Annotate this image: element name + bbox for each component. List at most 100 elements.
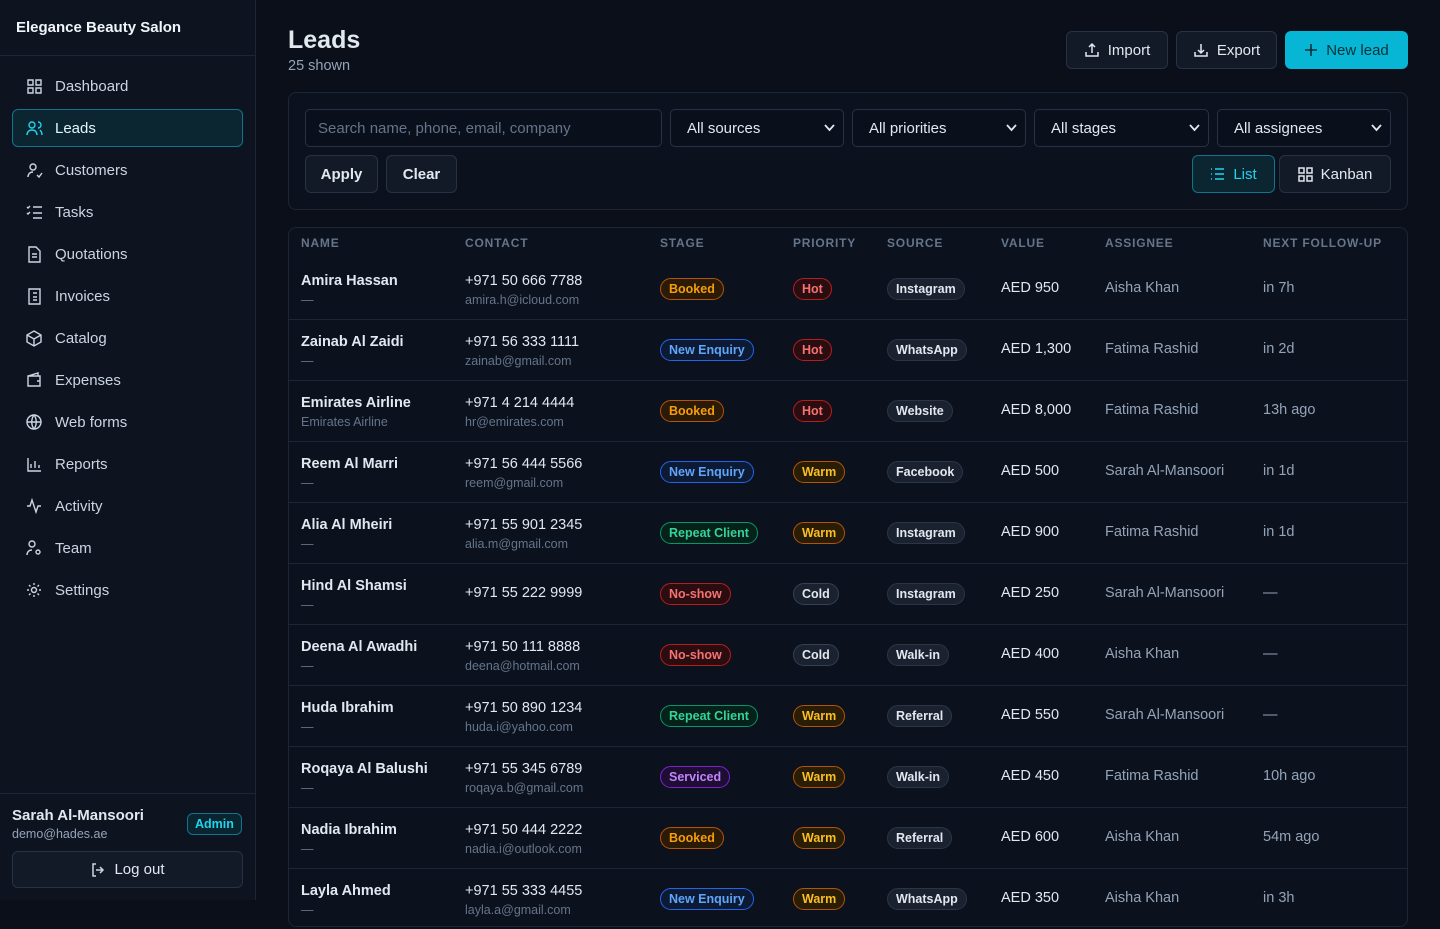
lead-name: Reem Al Marri: [301, 456, 398, 472]
nav-item[interactable]: Invoices: [12, 277, 243, 315]
table-row[interactable]: Deena Al Awadhi — +971 50 111 8888 deena@ho…: [289, 624, 1407, 685]
user-email: demo@hades.ae: [12, 827, 108, 841]
nav-item[interactable]: Activity: [12, 487, 243, 525]
table-row[interactable]: Layla Ahmed — +971 55 333 4455 layla.a@gmai…: [289, 868, 1407, 929]
stage-badge: No-show: [660, 644, 731, 666]
lead-value: AED 600: [1001, 829, 1060, 845]
user-name: Sarah Al-Mansoori: [12, 807, 144, 824]
chevron-path: [1189, 124, 1200, 132]
kanban-view-label: Kanban: [1320, 165, 1373, 183]
table-row[interactable]: Reem Al Marri — +971 56 444 5566 reem@gmail…: [289, 441, 1407, 502]
nav-item[interactable]: Dashboard: [12, 67, 243, 105]
table-row[interactable]: Alia Al Mheiri — +971 55 901 2345 alia.m@gm…: [289, 502, 1407, 563]
lead-follow-up: —: [1263, 585, 1278, 601]
lead-assignee: Fatima Rashid: [1105, 768, 1199, 784]
nav-item[interactable]: Settings: [12, 571, 243, 609]
nav-item[interactable]: Expenses: [12, 361, 243, 399]
nav-item[interactable]: Web forms: [12, 403, 243, 441]
apply-button[interactable]: Apply: [305, 155, 378, 193]
divider: [0, 55, 255, 56]
lead-company: —: [301, 354, 314, 368]
kanban-icon: [1297, 166, 1313, 182]
chevron: [1006, 124, 1017, 132]
table-row[interactable]: Hind Al Shamsi — +971 55 222 9999 No-show Co…: [289, 563, 1407, 624]
stage-badge: Repeat Client: [660, 705, 758, 727]
table-row[interactable]: Emirates Airline Emirates Airline +971 4 2…: [289, 380, 1407, 441]
lead-assignee: Sarah Al-Mansoori: [1105, 707, 1225, 723]
icon-path: [27, 163, 43, 179]
priority-badge: Warm: [793, 888, 846, 910]
lead-follow-up: in 7h: [1263, 280, 1295, 296]
list-view-label: List: [1233, 165, 1257, 183]
page: Leads {"sidebar":{"brand":"Elegance Beau…: [0, 0, 1408, 927]
nav-label: Leads: [55, 119, 96, 137]
select-label: All stages: [1051, 119, 1117, 137]
icon-path: [28, 246, 41, 263]
table-row[interactable]: Roqaya Al Balushi — +971 55 345 6789 roqaya…: [289, 746, 1407, 807]
kanban-view-button[interactable]: Kanban: [1279, 155, 1391, 193]
source-badge: Instagram: [887, 522, 965, 544]
nav-item[interactable]: Tasks: [12, 193, 243, 231]
new-lead-button[interactable]: New lead: [1285, 31, 1408, 69]
column-header: NAME: [301, 236, 340, 250]
stage-badge: No-show: [660, 583, 731, 605]
table-row[interactable]: Amira Hassan — +971 50 666 7788 amira.h@icl…: [289, 258, 1407, 319]
plus-icon: [1305, 44, 1318, 56]
logout-button[interactable]: Log out: [12, 851, 243, 888]
column-header: PRIORITY: [793, 236, 857, 250]
lead-phone: +971 55 222 9999: [465, 585, 583, 601]
select[interactable]: All priorities: [852, 109, 1026, 147]
lead-follow-up: —: [1263, 707, 1278, 723]
lead-email: zainab@gmail.com: [465, 354, 572, 368]
lead-phone: +971 55 333 4455: [465, 883, 583, 899]
nav-label: Catalog: [55, 329, 107, 347]
nav-item[interactable]: Quotations: [12, 235, 243, 273]
nav-item[interactable]: Catalog: [12, 319, 243, 357]
lead-follow-up: 10h ago: [1263, 768, 1316, 784]
table-row[interactable]: Huda Ibrahim — +971 50 890 1234 huda.i@yaho…: [289, 685, 1407, 746]
lead-follow-up: in 1d: [1263, 524, 1295, 540]
clear-button[interactable]: Clear: [386, 155, 457, 193]
select-label: All sources: [687, 119, 761, 137]
list-icon: [1211, 168, 1225, 180]
lead-phone: +971 56 333 1111: [465, 334, 580, 350]
select-label: All assignees: [1234, 119, 1323, 137]
nav-label: Dashboard: [55, 77, 129, 95]
priority-badge: Hot: [793, 339, 832, 361]
lead-email: layla.a@gmail.com: [465, 903, 571, 917]
lead-email: amira.h@icloud.com: [465, 293, 580, 307]
nav-item[interactable]: Customers: [12, 151, 243, 189]
lead-email: nadia.i@outlook.com: [465, 842, 582, 856]
page-subtitle: 25 shown: [288, 58, 351, 74]
lead-name: Nadia Ibrahim: [301, 822, 397, 838]
source-badge: Facebook: [887, 461, 964, 483]
select[interactable]: All sources: [670, 109, 844, 147]
nav-item[interactable]: Team: [12, 529, 243, 567]
import-button[interactable]: Import: [1066, 31, 1168, 69]
logout-icon: [92, 862, 105, 877]
lead-assignee: Fatima Rashid: [1105, 402, 1199, 418]
search-input[interactable]: Search name, phone, email, company: [305, 109, 662, 147]
nav-item[interactable]: Leads: [12, 109, 243, 147]
source-badge: Instagram: [887, 278, 965, 300]
export-button[interactable]: Export: [1176, 31, 1277, 69]
select[interactable]: All assignees: [1217, 109, 1391, 147]
table-row[interactable]: Zainab Al Zaidi — +971 56 333 1111 zainab@g…: [289, 319, 1407, 380]
priority-badge: Warm: [793, 705, 846, 727]
nav-item[interactable]: Reports: [12, 445, 243, 483]
nav-label: Invoices: [55, 287, 111, 305]
stage-badge: Booked: [660, 400, 724, 422]
role-badge: Admin: [187, 813, 242, 835]
list-view-button[interactable]: List: [1192, 155, 1275, 193]
chevron-path: [1006, 124, 1017, 132]
lead-name: Roqaya Al Balushi: [301, 761, 428, 777]
table-row[interactable]: Nadia Ibrahim — +971 50 444 2222 nadia.i@ou…: [289, 807, 1407, 868]
lead-assignee: Aisha Khan: [1105, 280, 1180, 296]
source-badge: Referral: [887, 705, 953, 727]
nav-icon: [28, 288, 41, 305]
lead-value: AED 350: [1001, 890, 1060, 906]
lead-company: —: [301, 598, 314, 612]
nav-label: Team: [55, 539, 92, 557]
sidebar: Elegance Beauty Salon Dashboard Leads Cust…: [0, 0, 256, 900]
select[interactable]: All stages: [1034, 109, 1209, 147]
